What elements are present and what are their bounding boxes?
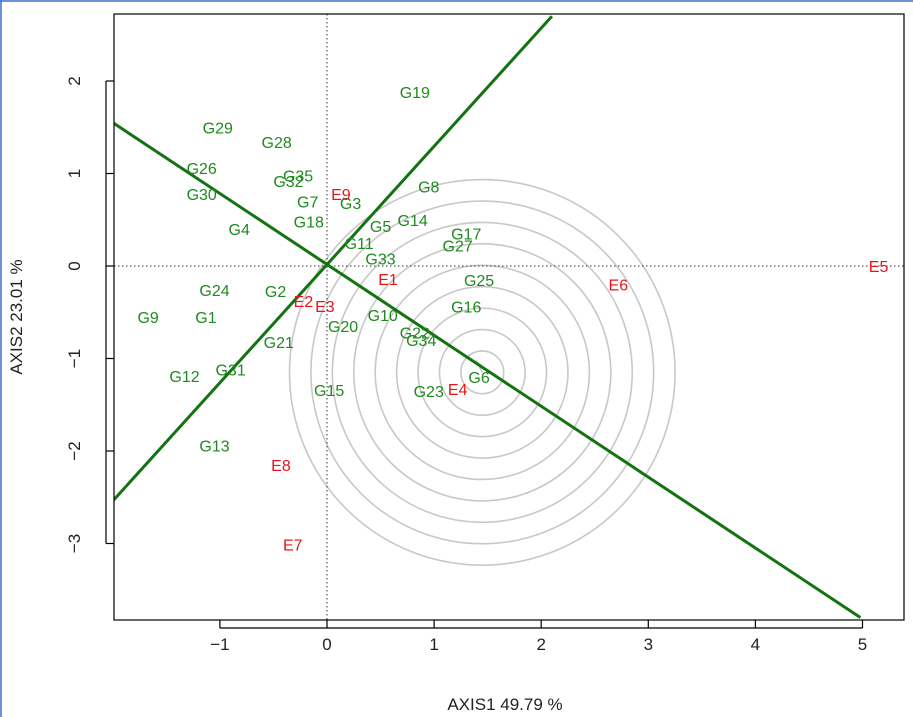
concentric-circle bbox=[352, 243, 612, 502]
genotype-label-g30: G30 bbox=[187, 187, 217, 204]
genotype-label-g25: G25 bbox=[464, 273, 494, 290]
concentric-circle bbox=[331, 221, 634, 524]
y-tick-label: −1 bbox=[65, 349, 84, 368]
concentric-circle bbox=[310, 200, 655, 545]
genotype-label-g9: G9 bbox=[137, 310, 158, 327]
y-tick-label: 1 bbox=[65, 169, 84, 178]
x-tick-label: 0 bbox=[322, 635, 331, 654]
x-tick-label: 5 bbox=[858, 635, 867, 654]
genotype-label-g34: G34 bbox=[406, 333, 436, 350]
x-tick-label: 2 bbox=[536, 635, 545, 654]
x-tick-label: −1 bbox=[210, 635, 229, 654]
y-tick-label: −3 bbox=[65, 534, 84, 553]
genotype-label-g18: G18 bbox=[294, 215, 324, 232]
environment-label-e8: E8 bbox=[271, 458, 291, 475]
genotype-label-g3: G3 bbox=[340, 196, 361, 213]
concentric-circle bbox=[374, 264, 591, 481]
environment-label-e4: E4 bbox=[448, 382, 468, 399]
genotype-label-g4: G4 bbox=[229, 222, 250, 239]
genotype-label-g14: G14 bbox=[398, 213, 428, 230]
genotype-label-g7: G7 bbox=[297, 194, 318, 211]
environment-label-e3: E3 bbox=[315, 299, 335, 316]
genotype-label-g27: G27 bbox=[443, 239, 473, 256]
genotype-label-g8: G8 bbox=[418, 179, 439, 196]
genotype-label-g21: G21 bbox=[264, 335, 294, 352]
zero-reference-lines bbox=[114, 14, 904, 620]
environment-label-e7: E7 bbox=[283, 537, 303, 554]
plot-border bbox=[113, 13, 905, 621]
genotype-label-g10: G10 bbox=[368, 308, 398, 325]
environment-label-e5: E5 bbox=[869, 259, 889, 276]
genotype-label-g11: G11 bbox=[345, 236, 374, 253]
x-axis-title: AXIS1 49.79 % bbox=[447, 695, 562, 714]
genotype-label-g32: G32 bbox=[273, 174, 303, 191]
x-tick-label: 4 bbox=[751, 635, 760, 654]
x-axis: −1 0 1 2 3 4 5 bbox=[210, 620, 867, 654]
y-tick-label: 2 bbox=[65, 76, 84, 85]
reference-line-1 bbox=[114, 121, 862, 619]
y-tick-label: −2 bbox=[65, 441, 84, 460]
point-labels: G1 G2 G3 G5 G4 G6 G7 G8 G9 G10 G11 G12 G13 G14 G15 G16 G… bbox=[137, 85, 888, 554]
genotype-label-g1: G1 bbox=[195, 310, 216, 327]
reference-lines bbox=[114, 15, 862, 619]
x-tick-label: 1 bbox=[429, 635, 438, 654]
genotype-label-g17: G17 bbox=[451, 227, 481, 244]
genotype-label-g16: G16 bbox=[451, 300, 481, 317]
genotype-label-g20: G20 bbox=[328, 319, 358, 336]
environment-label-e6: E6 bbox=[609, 278, 629, 295]
concentric-circle bbox=[288, 178, 676, 566]
genotype-label-g28: G28 bbox=[262, 135, 292, 152]
environment-label-e1: E1 bbox=[378, 272, 398, 289]
x-tick-label: 3 bbox=[644, 635, 653, 654]
genotype-label-g33: G33 bbox=[365, 252, 395, 269]
genotype-label-g24: G24 bbox=[199, 283, 229, 300]
genotype-label-g13: G13 bbox=[199, 438, 229, 455]
environment-label-e9: E9 bbox=[331, 187, 351, 204]
genotype-label-g12: G12 bbox=[169, 369, 199, 386]
y-axis: −3 −2 −1 0 1 2 bbox=[65, 76, 114, 553]
genotype-label-g19: G19 bbox=[400, 85, 430, 102]
concentric-circle bbox=[417, 307, 548, 438]
concentric-circle bbox=[460, 350, 505, 395]
genotype-label-g6: G6 bbox=[468, 370, 489, 387]
genotype-label-g15: G15 bbox=[314, 383, 344, 400]
genotype-label-g29: G29 bbox=[203, 120, 233, 137]
plot-content: G1 G2 G3 G5 G4 G6 G7 G8 G9 G10 G11 G12 G13 G14 G15 G16 G… bbox=[114, 14, 904, 620]
y-axis-title: AXIS2 23.01 % bbox=[7, 259, 26, 374]
genotype-label-g5: G5 bbox=[370, 219, 391, 236]
genotype-label-g23: G23 bbox=[414, 384, 444, 401]
concentric-circle bbox=[395, 285, 569, 459]
genotype-label-g26: G26 bbox=[187, 161, 217, 178]
y-tick-label: 0 bbox=[65, 261, 84, 270]
concentric-circles bbox=[288, 178, 676, 566]
reference-line-2 bbox=[114, 15, 554, 502]
concentric-circle bbox=[438, 328, 526, 417]
genotype-label-g22: G22 bbox=[400, 326, 430, 343]
genotype-label-g31: G31 bbox=[215, 363, 245, 380]
genotype-label-g2: G2 bbox=[265, 284, 286, 301]
genotype-label-g35: G35 bbox=[283, 168, 313, 185]
environment-label-e2: E2 bbox=[294, 294, 314, 311]
